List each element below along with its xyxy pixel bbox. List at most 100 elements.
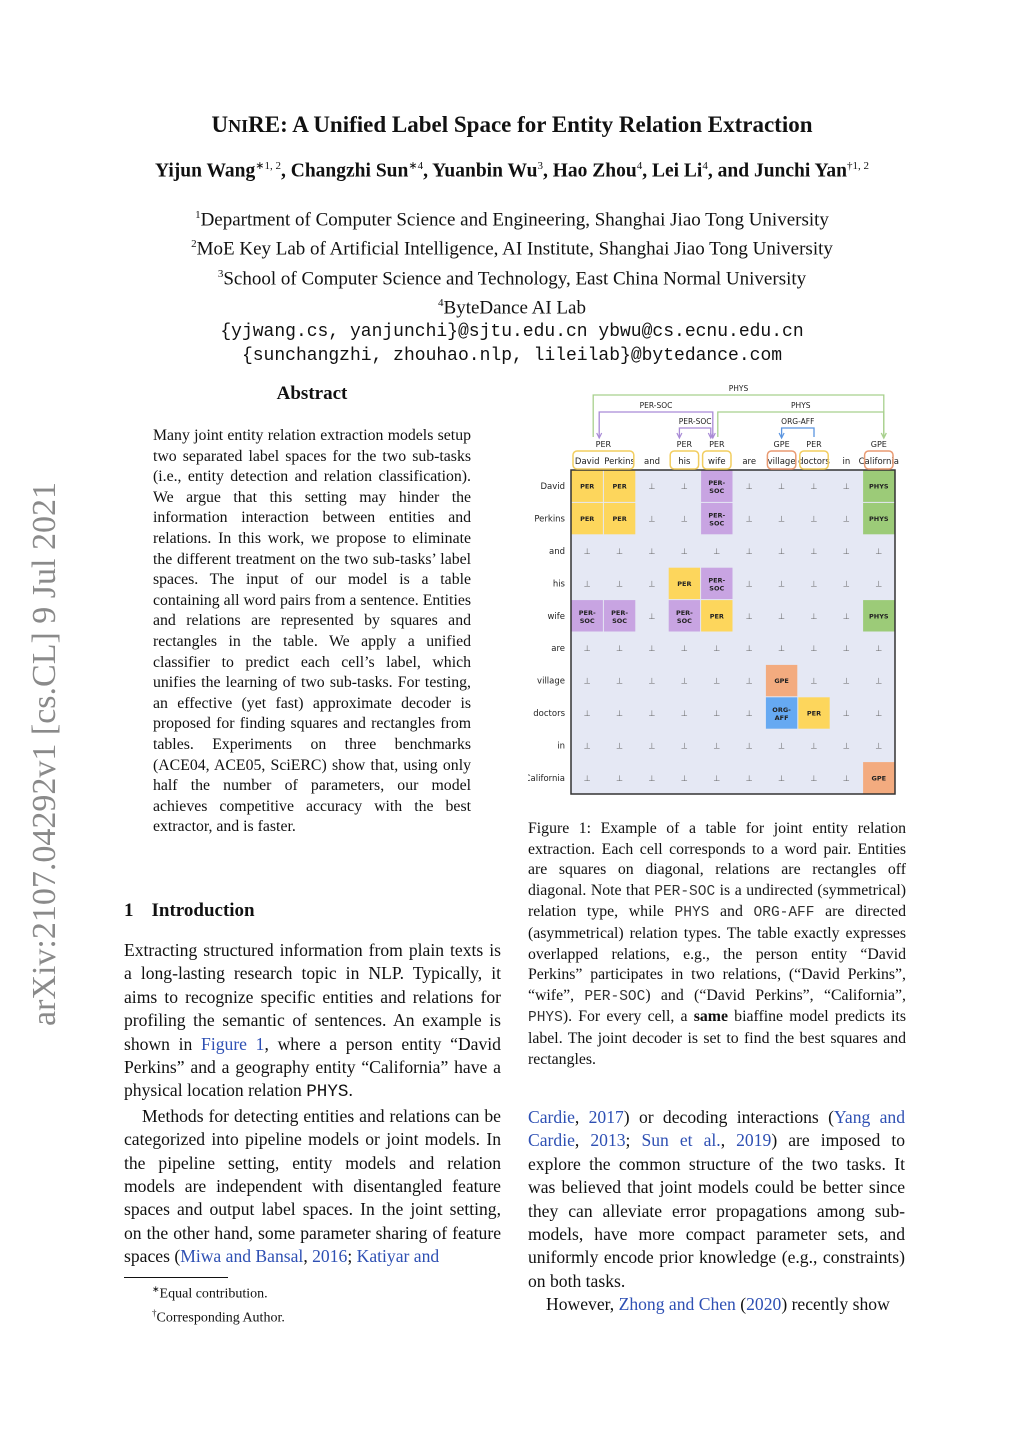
table-cell: [830, 697, 863, 729]
table-cell: [603, 762, 636, 794]
author-name: Hao Zhou: [552, 160, 637, 182]
cell-label: SOC: [677, 617, 692, 625]
citation-link[interactable]: 2019: [736, 1130, 772, 1151]
null-label: ⊥: [778, 644, 785, 653]
null-label: ⊥: [713, 774, 720, 783]
text-run: biaffine model predicts its label. The j…: [528, 1008, 906, 1068]
table-cell: [830, 502, 863, 535]
cell-label: PER-: [708, 512, 725, 520]
cell-label: PER: [580, 483, 594, 491]
table-cell: [636, 502, 668, 535]
cell-label: PER: [710, 612, 724, 620]
table-cell: [668, 502, 701, 535]
author-list: Yijun Wang∗1, 2, Changzhi Sun∗4, Yuanbin…: [155, 160, 869, 182]
cell-label: AFF: [775, 714, 789, 722]
relation-arrow: [717, 411, 885, 437]
table-cell: [765, 567, 798, 600]
table-cell: [603, 664, 636, 697]
citation-link[interactable]: Katiyar and: [356, 1246, 440, 1267]
citation-link[interactable]: 2020: [746, 1294, 782, 1315]
cell-label: PER-: [579, 609, 596, 617]
right-column-body: Cardie, 2017) or decoding interactions (…: [528, 1106, 905, 1317]
row-label: doctors: [533, 709, 565, 719]
table-cell: [798, 567, 830, 600]
affiliation-1: 1Department of Computer Science and Engi…: [195, 209, 829, 231]
column-word: Perkins: [604, 457, 635, 467]
row-label: California: [528, 774, 565, 784]
citation-link[interactable]: 2013: [590, 1130, 626, 1151]
affiliation-3: 3School of Computer Science and Technolo…: [217, 267, 807, 289]
table-cell: [636, 470, 668, 502]
table-cell: [863, 535, 895, 567]
table-cell: [733, 632, 765, 664]
text-run: .: [348, 1080, 353, 1101]
cell-label: PER: [807, 710, 821, 718]
null-label: ⊥: [681, 644, 688, 653]
table-cell: [701, 664, 733, 697]
table-cell: [571, 762, 603, 794]
table-cell: [571, 729, 603, 762]
table-cell: [830, 762, 863, 794]
text-run: Figure 1: Example of a table for joint e…: [528, 820, 906, 899]
null-label: ⊥: [584, 547, 591, 556]
table-cell: [636, 697, 668, 729]
arxiv-watermark: arXiv:2107.04292v1 [cs.CL] 9 Jul 2021: [26, 482, 63, 1026]
citation-link[interactable]: 2016: [312, 1246, 348, 1267]
null-label: ⊥: [746, 741, 753, 750]
table-cell: [798, 502, 830, 535]
table-cell: [701, 600, 733, 632]
citation-link[interactable]: Yang and Cardie: [528, 1107, 905, 1151]
table-cell: [765, 502, 798, 535]
relation-arrow: [678, 427, 712, 437]
citation-link[interactable]: 2017: [588, 1107, 624, 1127]
citation-link[interactable]: Miwa and Bansal: [180, 1246, 304, 1267]
null-label: ⊥: [843, 482, 850, 491]
relation-type-code: PHYS: [306, 1082, 349, 1103]
table-cell: [830, 729, 863, 762]
table-cell: [571, 697, 603, 729]
entity-box: [669, 450, 700, 470]
citation-link[interactable]: Cardie: [528, 1107, 575, 1127]
column-word: and: [644, 457, 660, 467]
null-label: ⊥: [649, 579, 656, 588]
table-cell: [863, 632, 895, 664]
paragraph: However, Zhong and Chen (2020) recently …: [528, 1293, 905, 1316]
entity-box: [572, 450, 635, 470]
null-label: ⊥: [811, 612, 818, 621]
null-label: ⊥: [843, 774, 850, 783]
citation-link[interactable]: Zhong and Chen: [618, 1294, 736, 1315]
null-label: ⊥: [778, 515, 785, 524]
citation-link[interactable]: Figure 1: [201, 1033, 265, 1054]
table-cell: [636, 729, 668, 762]
cell-label: ORG-: [772, 706, 791, 714]
row-label: his: [553, 579, 566, 589]
column-word: are: [742, 457, 756, 467]
relation-label: PHYS: [729, 384, 749, 393]
table-cell: [765, 535, 798, 567]
table-cell: [733, 470, 765, 502]
table-cell: [571, 502, 603, 535]
table-cell: [603, 535, 636, 567]
null-label: ⊥: [616, 709, 623, 718]
paragraph: Methods for detecting entities and relat…: [124, 1105, 501, 1269]
row-label: wife: [547, 612, 565, 622]
row-label: Perkins: [534, 515, 565, 525]
null-label: ⊥: [616, 741, 623, 750]
table-cell: [701, 567, 733, 600]
null-label: ⊥: [843, 709, 850, 718]
null-label: ⊥: [811, 677, 818, 686]
cell-label: PER-: [676, 609, 693, 617]
relation-label: PER-SOC: [640, 401, 673, 410]
citation-link[interactable]: Sun et al.: [641, 1130, 721, 1151]
null-label: ⊥: [616, 547, 623, 556]
table-cell: [733, 697, 765, 729]
null-label: ⊥: [875, 741, 882, 750]
column-word: wife: [708, 457, 726, 467]
text-run: same: [693, 1008, 728, 1026]
footnotes: ∗Equal contribution. †Corresponding Auth…: [152, 1280, 285, 1327]
entity-type-label: PER: [806, 440, 822, 449]
null-label: ⊥: [811, 547, 818, 556]
null-label: ⊥: [746, 774, 753, 783]
author-name: Changzhi Sun: [290, 160, 409, 182]
null-label: ⊥: [584, 709, 591, 718]
